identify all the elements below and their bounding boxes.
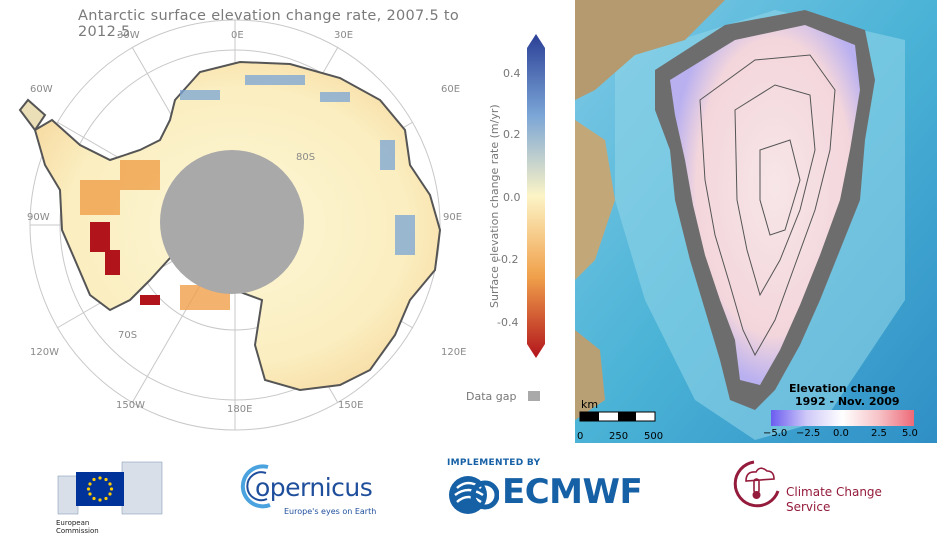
copernicus-name: opernicus bbox=[255, 473, 373, 502]
lon-label: 180E bbox=[227, 404, 253, 415]
lon-label: 90W bbox=[27, 212, 50, 223]
ec-text-line2: Commission bbox=[56, 527, 99, 535]
c3s-logo[interactable]: Climate Change Service bbox=[732, 459, 902, 529]
partner-logos: European Commission opernicus Europe's e… bbox=[0, 443, 937, 551]
ec-text-line1: European bbox=[56, 519, 90, 527]
elevation-colorbar bbox=[527, 34, 545, 358]
lon-label: 120W bbox=[30, 347, 59, 358]
implemented-by-label: IMPLEMENTED BY bbox=[447, 458, 541, 468]
greenland-legend-title: Elevation change bbox=[789, 382, 896, 395]
colorbar-tick: -0.2 bbox=[497, 253, 519, 266]
copernicus-arc-icon bbox=[240, 464, 271, 509]
scale-tick: 500 bbox=[644, 431, 664, 442]
scale-unit: km bbox=[581, 398, 599, 411]
polar-data-gap bbox=[160, 150, 304, 294]
colorbar-tick: 0.2 bbox=[503, 128, 521, 141]
thermometer-cloud-icon bbox=[733, 460, 780, 508]
greenland-legend-colorbar bbox=[771, 410, 914, 426]
data-gap-label: Data gap bbox=[466, 390, 517, 403]
legend-tick: −5.0 bbox=[763, 428, 788, 439]
european-commission-logo[interactable]: European Commission bbox=[56, 456, 168, 536]
c3s-line2: Service bbox=[786, 500, 831, 514]
colorbar-tick: 0.4 bbox=[503, 67, 521, 80]
copernicus-logo[interactable]: opernicus Europe's eyes on Earth bbox=[236, 461, 381, 531]
data-gap-swatch bbox=[528, 391, 540, 401]
scale-tick: 0 bbox=[577, 431, 584, 442]
colorbar-tick: -0.4 bbox=[497, 316, 519, 329]
lon-label: 30E bbox=[334, 30, 354, 41]
lat-label: 80S bbox=[296, 152, 316, 163]
ecmwf-name: ECMWF bbox=[502, 472, 643, 512]
lat-label: 70S bbox=[118, 330, 138, 341]
lon-label: 60E bbox=[441, 84, 461, 95]
lon-label: 60W bbox=[30, 84, 53, 95]
greenland-legend-subtitle: 1992 - Nov. 2009 bbox=[795, 395, 900, 408]
lon-label: 0E bbox=[231, 30, 244, 41]
ecmwf-logo[interactable]: IMPLEMENTED BY ECMWF bbox=[447, 458, 667, 528]
greenland-ice-sheet bbox=[670, 25, 860, 385]
lon-label: 30W bbox=[117, 30, 140, 41]
copernicus-tagline: Europe's eyes on Earth bbox=[284, 507, 377, 516]
legend-tick: 5.0 bbox=[902, 428, 918, 439]
lon-label: 150W bbox=[116, 400, 145, 411]
lon-label: 90E bbox=[443, 212, 463, 223]
antarctica-panel: Antarctic surface elevation change rate,… bbox=[0, 0, 570, 440]
legend-tick: 0.0 bbox=[833, 428, 849, 439]
legend-tick: −2.5 bbox=[796, 428, 821, 439]
c3s-line1: Climate Change bbox=[786, 485, 882, 499]
colorbar-label: Surface elevation change rate (m/yr) bbox=[488, 104, 501, 308]
ecmwf-swirl-icon bbox=[449, 476, 499, 514]
colorbar-tick: 0.0 bbox=[503, 191, 521, 204]
antarctica-title: Antarctic surface elevation change rate,… bbox=[78, 8, 460, 40]
legend-tick: 2.5 bbox=[871, 428, 887, 439]
lon-label: 150E bbox=[338, 400, 364, 411]
scale-tick: 250 bbox=[609, 431, 629, 442]
greenland-panel: km 0 250 500 Elevation change 1992 - Nov… bbox=[575, 0, 937, 443]
lon-label: 120E bbox=[441, 347, 467, 358]
greenland-map bbox=[575, 0, 937, 443]
antarctica-map bbox=[18, 19, 442, 431]
